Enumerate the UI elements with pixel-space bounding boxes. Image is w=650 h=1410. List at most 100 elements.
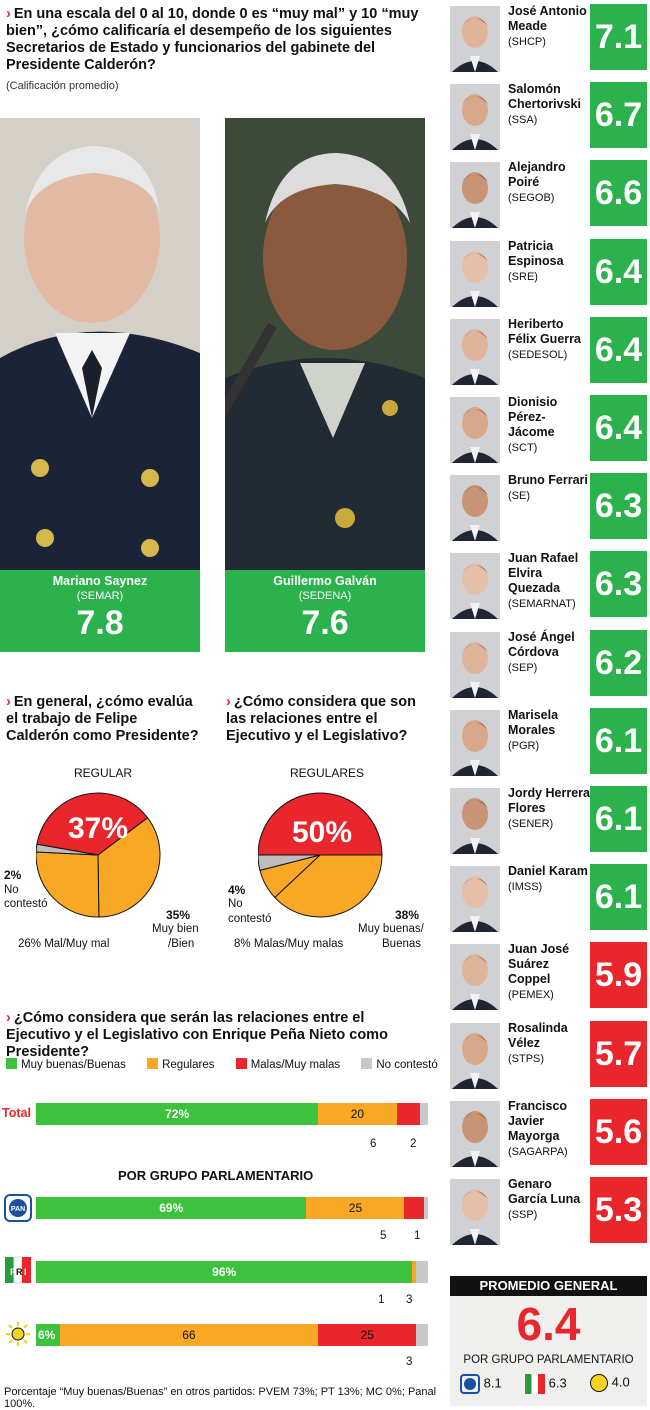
secretary-name: Salomón Chertorivski bbox=[508, 82, 581, 112]
pie1-bad-label: 26% Mal/Muy mal bbox=[18, 938, 110, 950]
question-4-text: ¿Cómo considera que serán las relaciones… bbox=[6, 1010, 388, 1060]
bar-legend: Muy buenas/Buenas Regulares Malas/Muy ma… bbox=[6, 1058, 438, 1071]
secretary-row: Patricia Espinosa (SRE) 6.4 bbox=[450, 238, 647, 309]
secretary-name-block: Daniel Karam (IMSS) bbox=[508, 864, 590, 895]
question-1-text: En una escala del 0 al 10, donde 0 es “m… bbox=[6, 6, 419, 73]
secretary-name-block: Alejandro Poiré (SEGOB) bbox=[508, 160, 590, 206]
secretary-photo bbox=[450, 6, 500, 72]
secretary-agency: (SEDESOL) bbox=[508, 348, 568, 361]
pie2-slice-3 bbox=[258, 854, 321, 872]
prd-segment-3 bbox=[416, 1324, 428, 1346]
secretary-name-block: José Ángel Córdova (SEP) bbox=[508, 630, 590, 676]
promedio-general-box: PROMEDIO GENERAL 6.4 POR GRUPO PARLAMENT… bbox=[450, 1276, 647, 1406]
secretary-row: Juan José Suárez Coppel (PEMEX) 5.9 bbox=[450, 942, 647, 1012]
secretary-name-block: Rosalinda Vélez (STPS) bbox=[508, 1021, 590, 1067]
pie2-big-label: 50% bbox=[292, 816, 353, 849]
pri-orange-value: 1 bbox=[378, 1294, 385, 1306]
secretary-name: Juan Rafael Elvira Quezada bbox=[508, 551, 579, 596]
bar-total: 72% 20 bbox=[36, 1103, 428, 1125]
secretary-name-block: Dionisio Pérez-Jácome (SCT) bbox=[508, 395, 590, 456]
secretary-score: 5.7 bbox=[590, 1020, 647, 1087]
secretary-photo bbox=[450, 631, 500, 698]
bar-prd: 6% 66 25 bbox=[36, 1324, 428, 1346]
promedio-title: PROMEDIO GENERAL bbox=[450, 1276, 647, 1296]
total-red-value: 6 bbox=[370, 1138, 377, 1150]
prd-segment-2: 25 bbox=[318, 1324, 417, 1346]
secretary-name-block: Jordy Herrera Flores (SENER) bbox=[508, 786, 590, 832]
question-1-note: (Calificación promedio) bbox=[6, 80, 119, 92]
secretary-name: Alejandro Poiré bbox=[508, 160, 566, 190]
score-box-saynez: Mariano Saynez (SEMAR) 7.8 bbox=[0, 570, 200, 652]
secretary-row: Marisela Morales (PGR) 6.1 bbox=[450, 707, 647, 778]
secretary-row: Bruno Ferrari (SE) 6.3 bbox=[450, 473, 647, 543]
promedio-pan: 8.1 bbox=[460, 1374, 502, 1394]
secretary-photo bbox=[450, 553, 500, 620]
promedio-prd-value: 4.0 bbox=[611, 1374, 630, 1390]
score-box-galvan: Guillermo Galván (SEDENA) 7.6 bbox=[225, 570, 425, 652]
footnote: Porcentaje “Muy buenas/Buenas” en otros … bbox=[4, 1386, 437, 1410]
secretary-row: José Ángel Córdova (SEP) 6.2 bbox=[450, 629, 647, 700]
secretary-score: 5.9 bbox=[590, 942, 647, 1009]
legend-swatch-regular bbox=[147, 1058, 159, 1069]
promedio-value: 6.4 bbox=[516, 1298, 581, 1350]
arrow-icon: › bbox=[226, 694, 231, 710]
legend-swatch-good bbox=[6, 1058, 17, 1069]
secretary-photo bbox=[450, 1022, 500, 1089]
secretary-photo bbox=[450, 162, 500, 229]
question-3: › ¿Cómo considera que son las relaciones … bbox=[226, 694, 426, 745]
secretary-photo bbox=[450, 1179, 500, 1245]
secretary-photo bbox=[450, 866, 500, 933]
prd-gray-value: 3 bbox=[406, 1356, 413, 1368]
pie1-good-text1: Muy bien bbox=[152, 923, 199, 935]
promedio-pri: 6.3 bbox=[525, 1374, 567, 1394]
secretary-score: 6.7 bbox=[590, 82, 647, 149]
pan-segment-0: 69% bbox=[36, 1197, 307, 1219]
pie2-slice-1 bbox=[274, 854, 383, 918]
secretary-name: Dionisio Pérez-Jácome bbox=[508, 395, 558, 439]
pie1-slice-0 bbox=[36, 792, 149, 856]
secretary-row: Genaro García Luna (SSP) 5.3 bbox=[450, 1177, 647, 1247]
secretary-row: Francisco Javier Mayorga (SAGARPA) 5.6 bbox=[450, 1098, 647, 1169]
pan-segment-1: 25 bbox=[306, 1197, 405, 1219]
photo-galvan bbox=[225, 118, 425, 570]
secretary-score: 7.1 bbox=[590, 4, 647, 70]
secretary-photo bbox=[450, 84, 500, 151]
secretary-name-block: Francisco Javier Mayorga (SAGARPA) bbox=[508, 1099, 590, 1160]
pie2-nc-text2: contestó bbox=[228, 913, 272, 925]
secretary-name: José Antonio Meade bbox=[508, 4, 587, 33]
secretary-photo bbox=[450, 944, 500, 1011]
pie-chart-calderon bbox=[36, 792, 161, 918]
arrow-icon: › bbox=[6, 6, 11, 22]
secretary-score: 6.4 bbox=[590, 316, 647, 383]
legend-item-good: Muy buenas/Buenas bbox=[6, 1058, 126, 1071]
secretary-agency: (SEGOB) bbox=[508, 192, 555, 205]
secretary-agency: (SEP) bbox=[508, 661, 538, 674]
pie2-nc-pct: 4% bbox=[228, 883, 246, 897]
pri-gray-value: 3 bbox=[406, 1294, 413, 1306]
secretary-score: 6.3 bbox=[590, 473, 647, 540]
secretary-name: Genaro García Luna bbox=[508, 1177, 581, 1206]
secretary-row: Alejandro Poiré (SEGOB) 6.6 bbox=[450, 160, 647, 230]
total-segment-3 bbox=[420, 1103, 428, 1125]
secretary-name: Daniel Karam bbox=[508, 864, 588, 879]
secretary-row: José Antonio Meade (SHCP) 7.1 bbox=[450, 4, 647, 74]
secretary-score: 5.3 bbox=[590, 1177, 647, 1243]
secretary-score: 6.4 bbox=[590, 395, 647, 461]
photo-saynez bbox=[0, 118, 200, 570]
secretary-photo bbox=[450, 240, 500, 307]
promedio-prd: 4.0 bbox=[590, 1374, 630, 1392]
secretary-score: 6.4 bbox=[590, 238, 647, 305]
secretary-name: Bruno Ferrari bbox=[508, 473, 588, 488]
agency-saynez: (SEMAR) bbox=[76, 590, 124, 602]
arrow-icon: › bbox=[6, 694, 11, 710]
secretary-score: 6.1 bbox=[590, 786, 647, 852]
secretary-name: Juan José Suárez Coppel bbox=[508, 942, 570, 987]
secretary-row: Juan Rafael Elvira Quezada (SEMARNAT) 6.3 bbox=[450, 551, 647, 621]
secretary-agency: (SRE) bbox=[508, 270, 538, 283]
legend-label-regular: Regulares bbox=[162, 1059, 215, 1071]
legend-swatch-bad bbox=[235, 1058, 247, 1069]
secretary-name-block: Genaro García Luna (SSP) bbox=[508, 1177, 590, 1223]
secretary-name-block: Marisela Morales (PGR) bbox=[508, 708, 590, 754]
legend-item-regular: Regulares bbox=[147, 1058, 214, 1071]
